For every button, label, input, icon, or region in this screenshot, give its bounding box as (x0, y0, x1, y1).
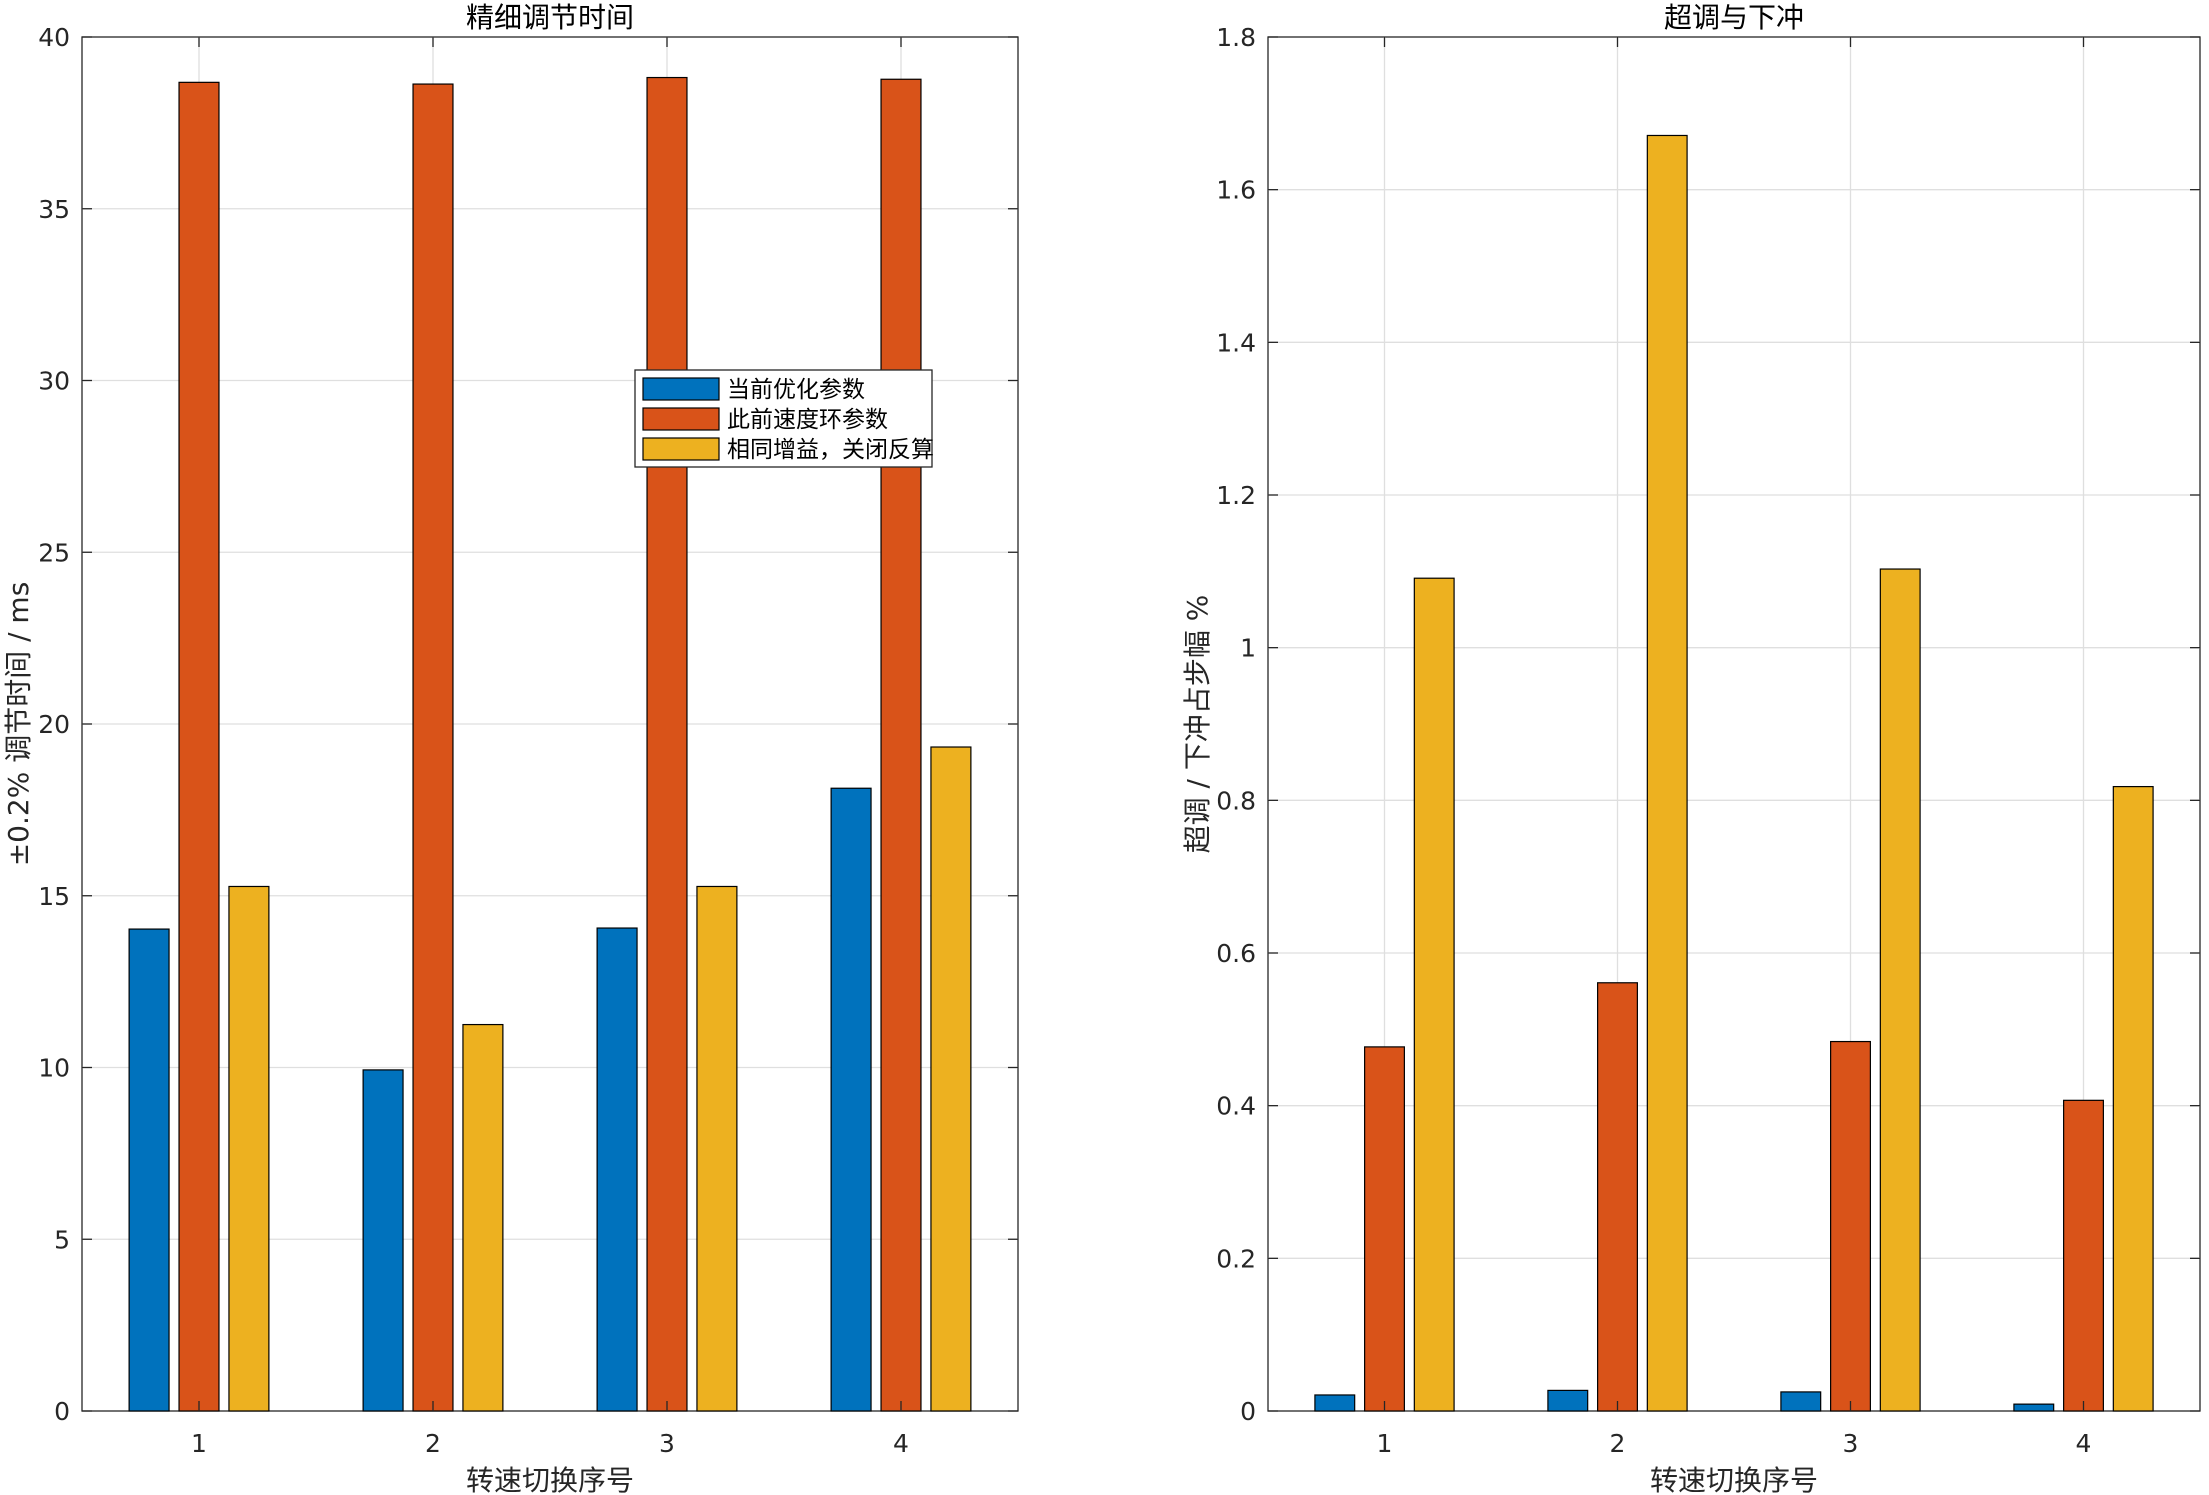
bar-series-2-category-4 (880, 78, 922, 1412)
y-tick-label: 1.4 (1216, 328, 1256, 357)
legend-swatch-2 (642, 407, 720, 431)
y-tick-label: 30 (38, 367, 70, 396)
y-tick-label: 1 (1240, 634, 1256, 663)
legend-swatch-1 (642, 377, 720, 401)
chart-title: 精细调节时间 (466, 1, 634, 34)
bar-series-2-category-1 (178, 81, 220, 1412)
bar-series-2-category-2 (412, 83, 454, 1412)
y-tick-label: 10 (38, 1054, 70, 1083)
x-tick-label: 1 (1377, 1429, 1393, 1458)
bar-series-1-category-2 (362, 1069, 404, 1412)
bar-series-1-category-4 (2013, 1403, 2055, 1412)
y-tick-label: 25 (38, 538, 70, 567)
y-tick-label: 1.2 (1216, 481, 1256, 510)
bar-series-3-category-4 (930, 746, 972, 1412)
bar-series-3-category-3 (696, 885, 738, 1412)
y-tick-label: 0.8 (1216, 786, 1256, 815)
x-tick-label: 3 (1843, 1429, 1859, 1458)
x-tick-label: 2 (425, 1429, 441, 1458)
x-axis-label: 转速切换序号 (1650, 1464, 1818, 1495)
y-tick-label: 0.4 (1216, 1092, 1256, 1121)
legend-swatch-3 (642, 437, 720, 461)
bar-series-2-category-4 (2063, 1099, 2104, 1412)
bar-series-1-category-2 (1547, 1389, 1589, 1412)
y-tick-label: 0 (1240, 1397, 1256, 1426)
y-tick-label: 0.6 (1216, 939, 1256, 968)
bar-series-3-category-4 (2112, 785, 2154, 1412)
bar-series-1-category-3 (596, 927, 638, 1412)
plot-area (1267, 36, 2201, 1412)
bar-series-3-category-2 (1646, 134, 1688, 1412)
x-tick-label: 1 (191, 1429, 207, 1458)
bar-series-1-category-3 (1780, 1391, 1822, 1412)
y-tick-label: 20 (38, 710, 70, 739)
y-tick-label: 1.6 (1216, 176, 1256, 205)
y-tick-label: 5 (54, 1225, 70, 1254)
x-axis-label: 转速切换序号 (466, 1464, 634, 1495)
y-tick-label: 15 (38, 882, 70, 911)
bar-series-2-category-1 (1364, 1046, 1405, 1412)
x-tick-label: 4 (2076, 1429, 2092, 1458)
chart-overshoot-undershoot: 0 0.2 0.4 0.6 0.8 1 1.2 1.4 1.6 1.8 1 2 3 4 超调与下冲转速切换序… (1181, 1, 2201, 1495)
y-tick-label: 35 (38, 195, 70, 224)
y-tick-label: 40 (38, 23, 70, 52)
y-tick-label: 1.8 (1216, 23, 1256, 52)
y-tick-label: 0.2 (1216, 1244, 1256, 1273)
bar-series-3-category-3 (1879, 568, 1921, 1412)
x-tick-label: 2 (1610, 1429, 1626, 1458)
y-axis-label: ±0.2% 调节时间 / ms (2, 582, 35, 867)
legend-label-1: 当前优化参数 (727, 377, 865, 403)
legend-label-3: 相同增益，关闭反算 (727, 437, 934, 463)
y-axis-label: 超调 / 下冲占步幅 % (1181, 595, 1214, 854)
bar-series-3-category-1 (228, 885, 270, 1412)
bar-series-3-category-1 (1413, 577, 1455, 1412)
y-tick-label: 0 (54, 1397, 70, 1426)
bar-series-2-category-2 (1597, 982, 1638, 1412)
bar-series-1-category-1 (128, 928, 170, 1412)
bar-series-1-category-1 (1314, 1394, 1356, 1412)
x-tick-label: 3 (659, 1429, 675, 1458)
bar-series-3-category-2 (462, 1023, 504, 1412)
legend-label-2: 此前速度环参数 (727, 407, 888, 433)
bar-series-1-category-4 (830, 787, 872, 1412)
x-tick-label: 4 (893, 1429, 909, 1458)
chart-title: 超调与下冲 (1664, 1, 1804, 34)
bar-series-2-category-3 (646, 76, 688, 1412)
bar-series-2-category-3 (1830, 1040, 1871, 1412)
